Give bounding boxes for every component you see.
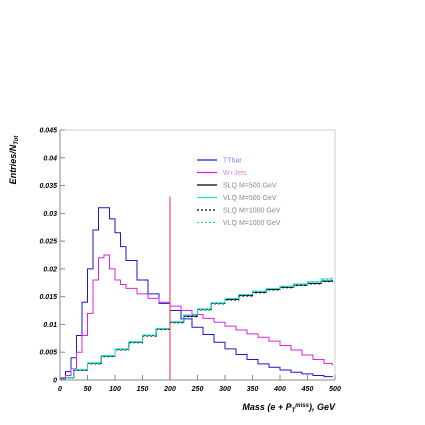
y-tick-label: 0.025: [39, 239, 57, 246]
x-tick-label: 150: [137, 386, 149, 393]
x-tick-label: 450: [301, 386, 314, 393]
plot-frame: [59, 129, 336, 381]
x-tick-label: 100: [109, 386, 121, 393]
legend-label: SLQ M=1000 GeV: [223, 208, 281, 215]
x-tick-label: 0: [58, 386, 62, 393]
legend-label: TTbar: [223, 158, 242, 165]
series-layer: [60, 207, 333, 380]
y-axis-ticks: 0 0.005 0.01 0.015 0.02 0.025 0.03 0.035 0.04 0.0…: [39, 128, 65, 385]
x-axis-ticks: 0 50 100 150 200 250 300 350 400 450 500: [58, 375, 341, 393]
y-tick-label: 0.045: [39, 128, 57, 135]
x-tick-label: 250: [191, 386, 204, 393]
legend-label: W+Jets: [223, 170, 247, 177]
legend-label: VLQ M=500 GeV: [223, 195, 277, 202]
series-line-0: [60, 207, 333, 379]
y-tick-label: 0.01: [43, 322, 57, 329]
legend-label: VLQ M=1000 GeV: [223, 220, 281, 227]
x-axis-title: Mass (e + PTmiss), GeV: [242, 402, 336, 414]
y-tick-label: 0.02: [43, 266, 57, 273]
y-tick-label: 0: [53, 378, 57, 385]
legend-label: SLQ M=500 GeV: [223, 183, 277, 190]
y-tick-label: 0.015: [39, 294, 57, 301]
x-tick-label: 50: [84, 386, 92, 393]
y-axis-title: Entries/NTot: [8, 135, 20, 185]
x-tick-label: 400: [273, 386, 286, 393]
series-line-5: [60, 278, 333, 379]
y-tick-label: 0.03: [43, 211, 57, 218]
x-tick-label: 200: [163, 386, 176, 393]
legend: TTbar W+Jets SLQ M=500 GeV VLQ M=500 GeV SLQ…: [197, 158, 281, 227]
x-tick-label: 300: [219, 386, 231, 393]
y-tick-label: 0.005: [39, 350, 57, 357]
x-tick-label: 500: [329, 386, 341, 393]
x-tick-label: 350: [247, 386, 259, 393]
y-tick-label: 0.035: [39, 183, 57, 190]
y-tick-label: 0.04: [43, 155, 57, 162]
